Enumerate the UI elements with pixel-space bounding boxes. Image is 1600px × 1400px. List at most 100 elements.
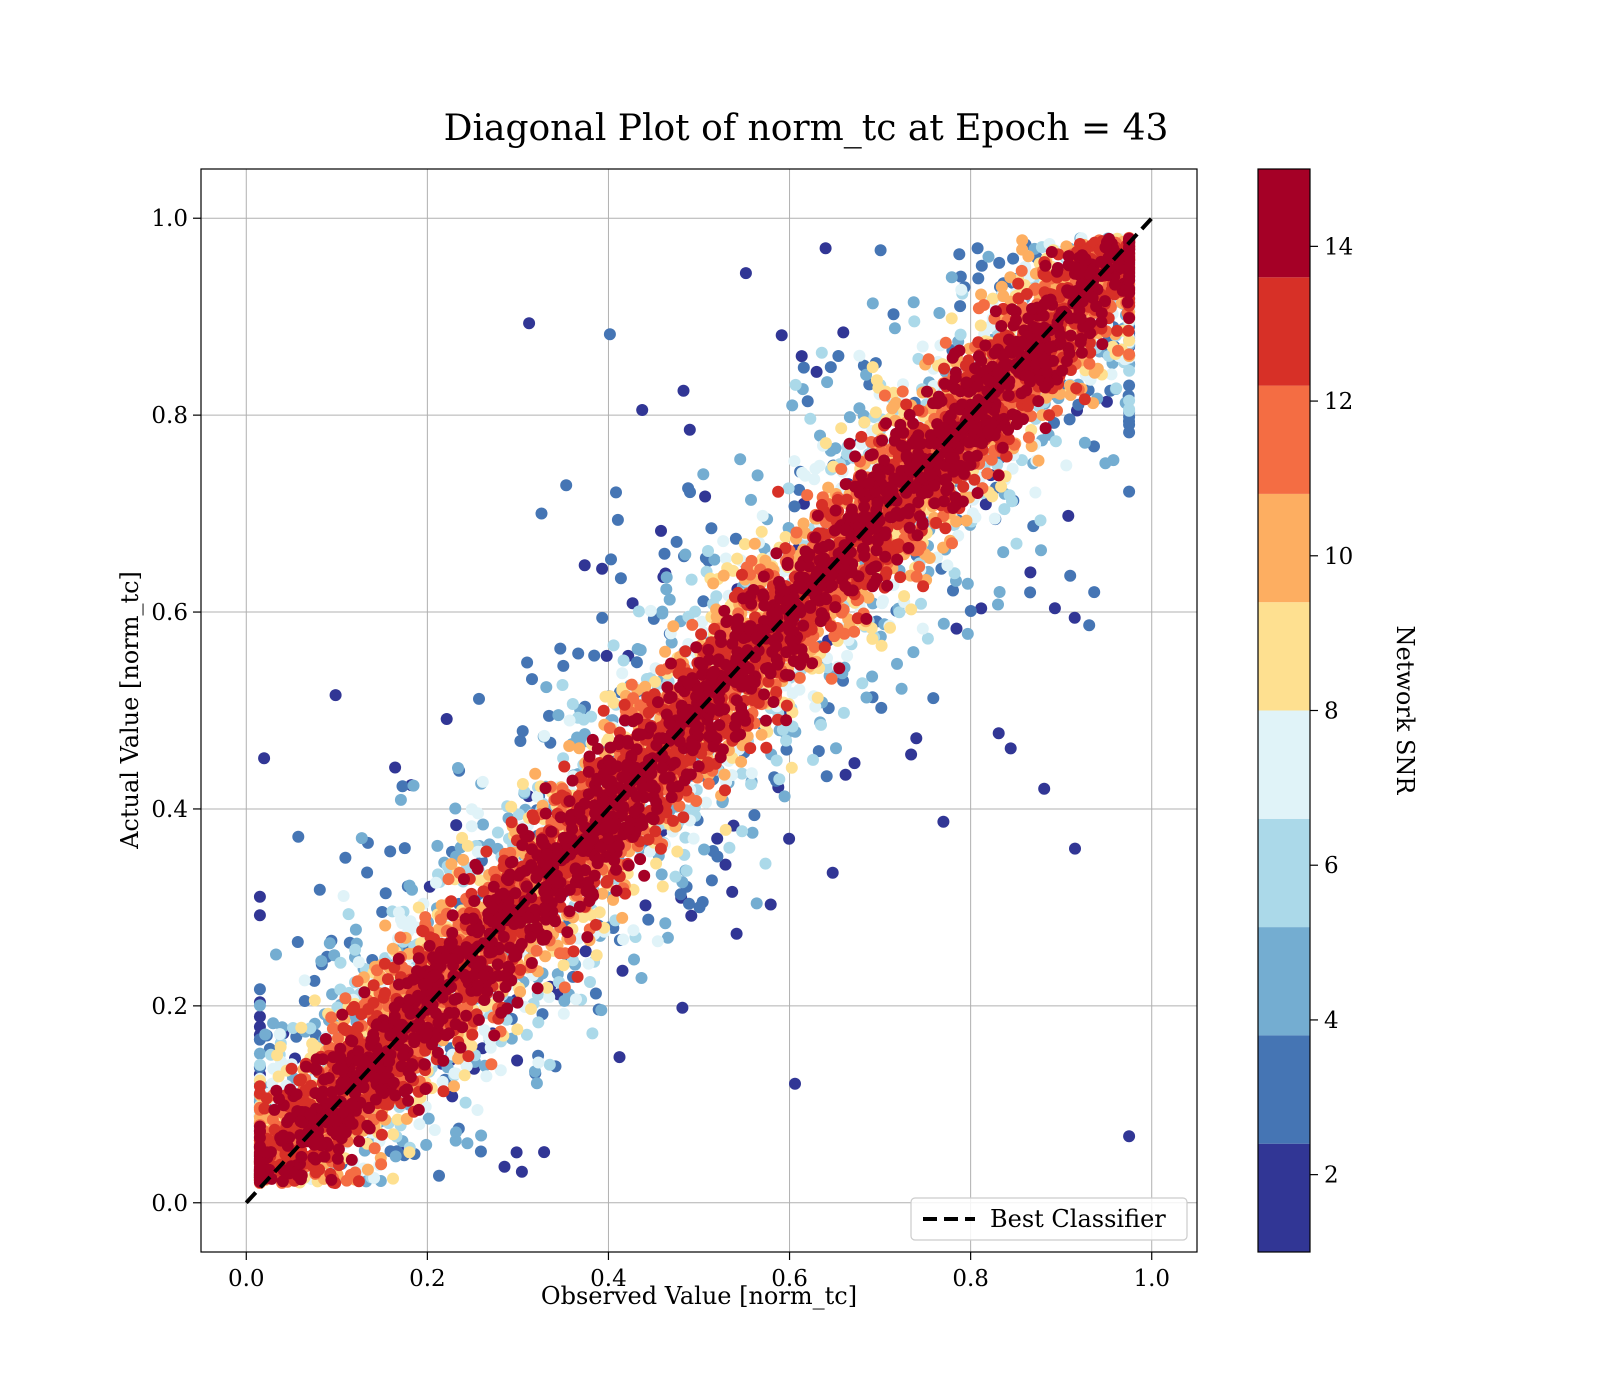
scatter-point (960, 514, 973, 527)
scatter-point (869, 406, 882, 419)
scatter-point (538, 729, 551, 742)
scatter-point (1099, 457, 1112, 470)
scatter-point (916, 622, 929, 635)
scatter-point (950, 622, 963, 635)
scatter-point (705, 522, 718, 535)
scatter-point (323, 937, 336, 950)
scatter-point (1016, 243, 1029, 256)
scatter-point (315, 955, 328, 968)
scatter-point (887, 308, 900, 321)
scatter-point (954, 270, 967, 283)
scatter-point (726, 885, 739, 898)
scatter-point (391, 1113, 404, 1126)
scatter-point (398, 842, 411, 855)
scatter-point (860, 691, 873, 704)
scatter-point (693, 901, 706, 914)
scatter-point (596, 611, 609, 624)
scatter-point (571, 731, 584, 744)
scatter-point (273, 1028, 286, 1041)
scatter-point (361, 866, 374, 879)
scatter-point (908, 315, 921, 328)
scatter-point (682, 482, 695, 495)
scatter-point (655, 524, 667, 537)
scatter-point (674, 888, 687, 901)
scatter-point (723, 841, 736, 854)
scatter-point (1034, 514, 1047, 527)
scatter-point (745, 767, 758, 780)
scatter-point (1088, 440, 1100, 453)
scatter-point (412, 901, 425, 914)
scatter-point (986, 292, 999, 305)
chart-title: Diagonal Plot of norm_tc at Epoch = 43 (444, 108, 1169, 149)
scatter-point (253, 1047, 266, 1060)
scatter-point (776, 723, 789, 736)
scatter-point (554, 642, 567, 655)
scatter-point (700, 796, 712, 809)
scatter-point (514, 985, 527, 998)
scatter-point (459, 1096, 472, 1109)
scatter-point (937, 815, 950, 828)
scatter-point (342, 908, 355, 921)
scatter-point (782, 482, 795, 495)
scatter-point (352, 956, 365, 969)
scatter-point (719, 552, 732, 565)
scatter-point (603, 328, 616, 341)
scatter-point (510, 1146, 523, 1159)
scatter-point (954, 328, 967, 341)
scatter-point (1068, 611, 1081, 624)
scatter-point (866, 632, 879, 645)
scatter-point (671, 845, 684, 858)
scatter-point (945, 312, 958, 325)
scatter-point (656, 605, 669, 618)
scatter-point (866, 297, 879, 310)
scatter-point (389, 761, 402, 774)
scatter-point (258, 752, 271, 765)
scatter-point (797, 361, 810, 374)
scatter-point (993, 256, 1006, 269)
scatter-point (313, 883, 326, 896)
scatter-point (538, 1146, 551, 1159)
scatter-point (1123, 379, 1136, 392)
scatter-point (997, 546, 1010, 559)
scatter-point (819, 242, 832, 255)
scatter-point (971, 242, 984, 255)
scatter-point (945, 271, 958, 284)
scatter-point (660, 583, 673, 596)
scatter-point (696, 615, 709, 628)
scatter-point (736, 767, 749, 780)
scatter-point (717, 569, 730, 582)
scatter-point (905, 603, 918, 616)
scatter-point (922, 353, 935, 366)
scatter-point (707, 845, 719, 857)
scatter-point (937, 617, 950, 630)
scatter-point (746, 826, 759, 839)
scatter-point (974, 319, 987, 332)
scatter-point (810, 365, 823, 378)
scatter-point (680, 864, 693, 877)
scatter-point (407, 779, 420, 792)
scatter-point (308, 994, 321, 1007)
scatter-point (961, 577, 974, 590)
scatter-point (697, 468, 710, 481)
scatter-point (607, 639, 620, 652)
scatter-point (614, 572, 627, 585)
scatter-point (910, 732, 923, 745)
scatter-point (651, 935, 664, 948)
scatter-point (644, 604, 657, 617)
scatter-point (1088, 586, 1101, 599)
scatter-point (1123, 426, 1136, 439)
scatter-point (824, 361, 837, 374)
scatter-point (702, 545, 714, 557)
scatter-point (337, 890, 350, 902)
scatter-point (543, 991, 556, 1004)
scatter-points (253, 231, 1136, 1189)
scatter-point (992, 598, 1004, 611)
scatter-point (570, 993, 582, 1006)
scatter-point (458, 1069, 471, 1082)
scatter-point (308, 974, 321, 987)
scatter-point (875, 639, 888, 652)
scatter-point (253, 983, 266, 996)
scatter-point (801, 489, 814, 502)
scatter-point (605, 553, 617, 566)
scatter-point (474, 1145, 487, 1158)
